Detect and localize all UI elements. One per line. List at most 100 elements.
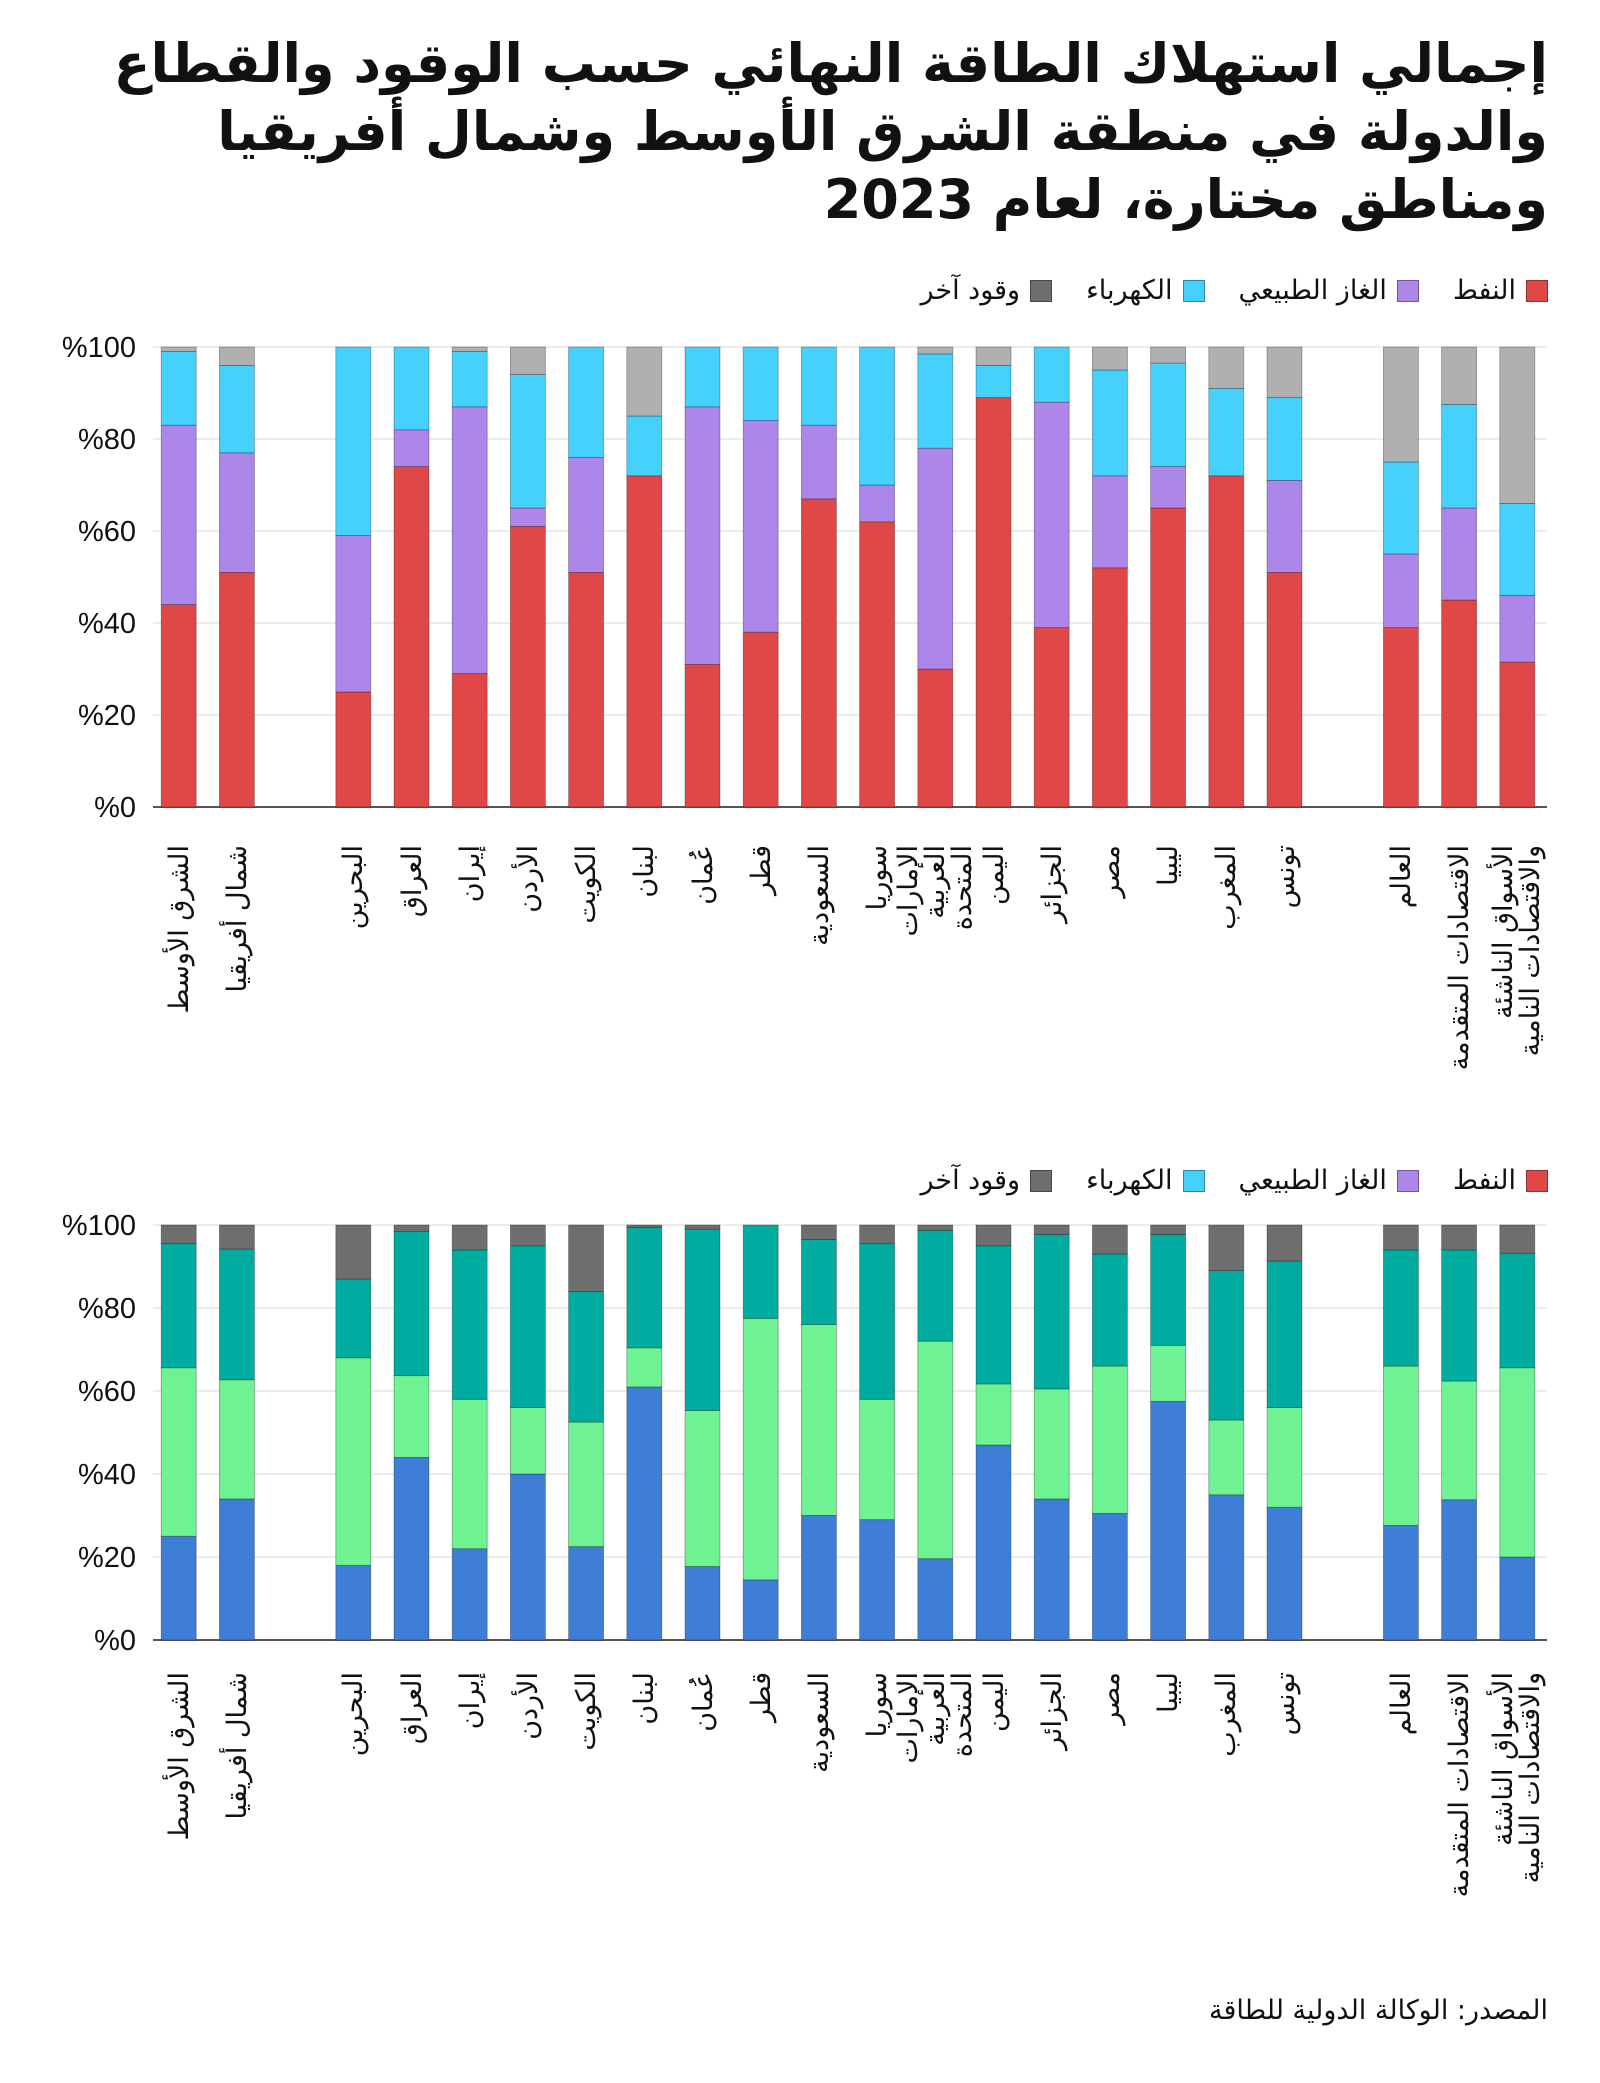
bar-segment (218, 1224, 255, 1250)
bar-segment (393, 346, 430, 431)
bar-segment (1441, 1380, 1477, 1501)
bar-segment (917, 1224, 954, 1231)
bar-segment (1441, 599, 1477, 808)
bar-segment (801, 498, 837, 808)
x-tick-text: إيران (454, 1672, 486, 1730)
bar-segment (859, 1224, 895, 1245)
bar-segment (1441, 1224, 1477, 1251)
bar-segment (859, 346, 895, 486)
bar-segment (218, 346, 255, 366)
x-tick-text: العالم (1385, 1672, 1417, 1736)
bar-segment (1383, 627, 1419, 808)
bar-segment (1266, 1260, 1303, 1408)
legend-top: النفط الغاز الطبيعي الكهرباء وقود آخر (921, 275, 1548, 306)
bar-segment (393, 1224, 430, 1233)
x-tick-text: الاقتصادات المتقدمة (1443, 1672, 1475, 1898)
x-tick-text: قطر (745, 1672, 777, 1722)
bar-segment (1208, 1270, 1245, 1421)
bar-segment (801, 346, 837, 426)
bar-segment (859, 1519, 895, 1641)
x-tick-text: الإمارات العربية المتحدة (892, 1672, 978, 1764)
bar-segment (1499, 502, 1536, 596)
bar-segment (451, 1249, 488, 1400)
bar-segment (335, 346, 372, 537)
legend-item: الغاز الطبيعي (1239, 275, 1419, 306)
x-tick-label: العالم (1373, 1672, 1429, 2002)
bar-segment (1208, 1419, 1245, 1496)
x-tick-text: شمال أفريقيا (221, 1672, 253, 1820)
bar-segment (568, 1291, 604, 1423)
bar-segment (1266, 572, 1303, 808)
x-tick-label: شمال أفريقيا (209, 1672, 265, 2002)
bar-segment (1208, 475, 1245, 808)
bar-segment (1208, 1494, 1245, 1641)
legend-label: الغاز الطبيعي (1238, 1165, 1387, 1196)
bar-segment (1033, 1234, 1070, 1390)
bar-segment (1499, 1556, 1536, 1641)
bar-segment (1150, 346, 1186, 364)
x-tick-text: الأردن (512, 1672, 544, 1740)
bar-segment (1033, 1498, 1070, 1641)
x-tick-text: مصر (1094, 1672, 1126, 1725)
legend-swatch (1030, 1169, 1053, 1192)
bar-segment (568, 572, 604, 808)
bar-segment (1499, 1367, 1536, 1558)
bar-segment (335, 1224, 372, 1280)
x-tick-label: الاقتصادات المتقدمة (1431, 1672, 1487, 2002)
x-tick-label: تونس (1257, 1672, 1313, 2002)
x-tick-label: ليبيا (1140, 1672, 1196, 2002)
chart-title: إجمالي استهلاك الطاقة النهائي حسب الوقود… (113, 32, 1549, 231)
bar-segment (742, 1224, 779, 1319)
bar-segment (975, 1224, 1012, 1247)
bar-segment (742, 420, 779, 633)
x-tick-label: الأسواق الناشئة والاقتصادات النامية (1488, 1672, 1546, 2002)
legend-swatch (1526, 1169, 1548, 1192)
y-tick-label: %0 (94, 792, 136, 824)
bar-segment (218, 1379, 255, 1500)
legend-label: الكهرباء (1086, 275, 1173, 306)
x-tick-label: لبنان (616, 1672, 672, 2002)
bar-segment (859, 1398, 895, 1521)
bar-segment (801, 1324, 837, 1516)
bar-segment (1033, 1224, 1070, 1235)
legend-swatch (1396, 1169, 1419, 1192)
bar-segment (160, 604, 197, 808)
bar-segment (1266, 1224, 1303, 1262)
bar-segment (451, 1224, 488, 1251)
bar-segment (568, 1421, 604, 1548)
bar-segment (509, 1224, 546, 1247)
bar-segment (509, 346, 546, 376)
bar-segment (1092, 1224, 1128, 1255)
x-tick-label: الأردن (500, 1672, 556, 2002)
x-tick-text: تونس (1269, 1672, 1300, 1736)
bar-segment (684, 406, 721, 665)
bar-segment (859, 521, 895, 808)
bar-segment (684, 1228, 721, 1411)
bar-segment (1499, 1224, 1536, 1254)
x-tick-text: الجزائر (1036, 1672, 1068, 1750)
bar-segment (801, 424, 837, 500)
x-tick-text: سوريا (861, 1672, 893, 1738)
bar-segment (1383, 346, 1419, 463)
bar-segment (218, 364, 255, 454)
x-tick-label: البحرين (325, 1672, 381, 2002)
bar-segment (509, 1473, 546, 1641)
bar-segment (509, 526, 546, 808)
x-tick-label: العراق (384, 1672, 440, 2002)
y-tick-label: %0 (94, 1625, 136, 1657)
bar-segment (917, 668, 954, 808)
bar-segment (626, 1224, 663, 1228)
bar-segment (160, 1367, 197, 1537)
legend-swatch (1182, 279, 1205, 302)
bar-segment (335, 691, 372, 808)
bar-segment (917, 346, 954, 355)
y-tick-label: %20 (78, 700, 136, 732)
y-tick-label: %60 (78, 1376, 136, 1408)
legend-item: وقود آخر (921, 1165, 1053, 1196)
bar-segment (742, 1317, 779, 1581)
x-tick-label: الإمارات العربية المتحدة (893, 1672, 978, 2002)
y-tick-label: %80 (78, 424, 136, 456)
x-tick-text: العراق (396, 1672, 427, 1745)
bar-segment (801, 1224, 837, 1240)
bar-segment (917, 1558, 954, 1641)
